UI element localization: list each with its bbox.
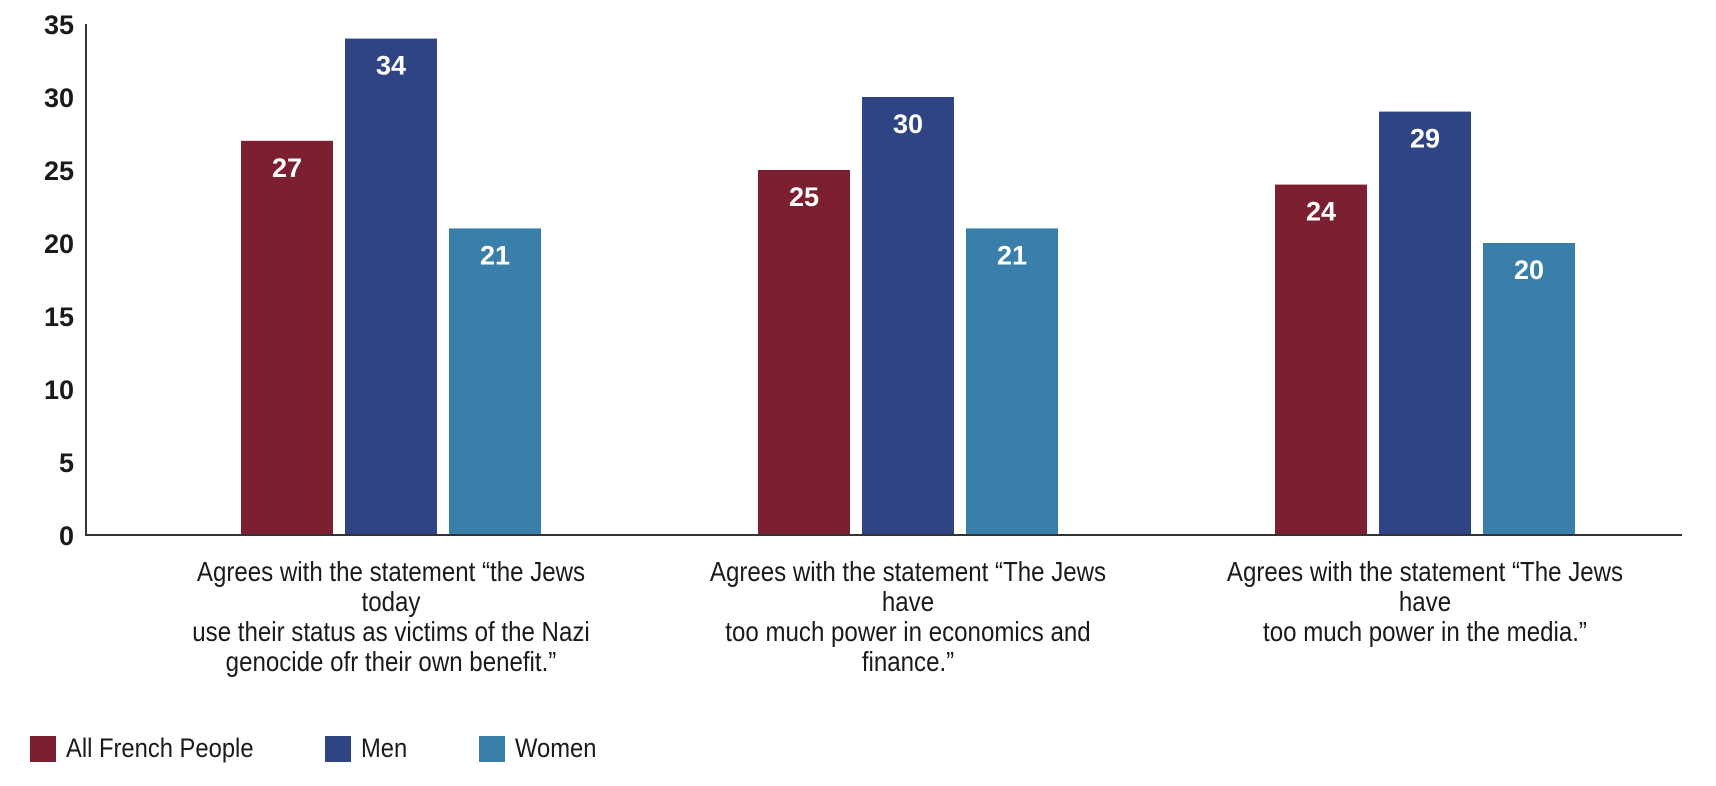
category-label: Agrees with the statement “The Jews have… xyxy=(684,557,1131,677)
y-tick-label: 15 xyxy=(44,302,74,332)
bar-women xyxy=(449,228,541,535)
legend-label: Men xyxy=(361,733,408,763)
category-label-line: too much power in the media.” xyxy=(1263,616,1587,647)
bar-all-french-people xyxy=(1275,184,1367,535)
category-label: Agrees with the statement “the Jews toda… xyxy=(167,557,614,677)
bar-all-french-people xyxy=(758,170,850,535)
category-label-line: Agrees with the statement “The Jews have xyxy=(709,556,1107,617)
data-label: 24 xyxy=(1306,197,1336,227)
data-label: 29 xyxy=(1410,124,1440,154)
legend-swatch xyxy=(325,735,351,762)
category-label: Agrees with the statement “The Jews have… xyxy=(1201,557,1648,647)
y-tick-label: 25 xyxy=(44,156,74,186)
bar-women xyxy=(966,228,1058,535)
y-tick-label: 5 xyxy=(59,448,74,478)
category-label-line: Agrees with the statement “The Jews have xyxy=(1226,556,1624,617)
category-label-line: genocide ofr their own benefit.” xyxy=(225,646,557,677)
y-tick-label: 30 xyxy=(44,83,74,113)
data-label: 34 xyxy=(376,51,406,81)
bar-women xyxy=(1483,243,1575,535)
bar-all-french-people xyxy=(241,140,333,536)
legend-item-all-french-people: All French People xyxy=(30,733,279,764)
data-label: 25 xyxy=(789,182,819,212)
category-label-line: too much power in economics and finance.… xyxy=(725,616,1091,677)
y-tick-label: 20 xyxy=(44,229,74,259)
legend-item-women: Women xyxy=(479,733,608,764)
data-label: 27 xyxy=(272,153,302,183)
y-tick-label: 35 xyxy=(44,10,74,40)
data-label: 20 xyxy=(1514,255,1544,285)
data-label: 21 xyxy=(997,240,1027,270)
bar-men xyxy=(1379,111,1471,535)
y-tick-label: 0 xyxy=(59,521,74,551)
data-label: 30 xyxy=(893,109,923,139)
category-label-line: use their status as victims of the Nazi xyxy=(192,616,590,647)
bar-men xyxy=(862,97,954,535)
legend-item-men: Men xyxy=(325,733,414,764)
legend-label: All French People xyxy=(66,733,254,763)
data-label: 21 xyxy=(480,240,510,270)
legend-label: Women xyxy=(515,733,597,763)
legend-swatch xyxy=(479,735,505,762)
bar-men xyxy=(345,38,437,535)
y-tick-label: 10 xyxy=(44,375,74,405)
legend-swatch xyxy=(30,735,56,762)
category-label-line: Agrees with the statement “the Jews toda… xyxy=(196,556,586,617)
